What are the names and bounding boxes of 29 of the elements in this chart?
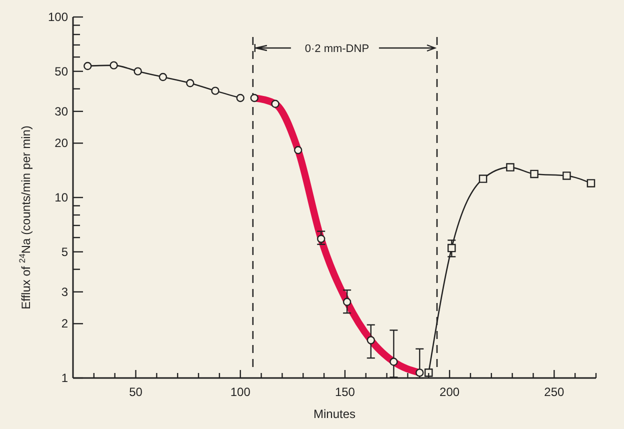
y-tick-label: 1 bbox=[61, 371, 68, 385]
y-tick-label: 100 bbox=[48, 10, 68, 24]
point bbox=[586, 179, 596, 188]
point bbox=[134, 67, 142, 76]
y-tick-label: 50 bbox=[54, 64, 68, 78]
point bbox=[158, 72, 168, 82]
point bbox=[506, 163, 514, 172]
point bbox=[186, 79, 194, 88]
annotation: 0·2 mm-DNP bbox=[304, 43, 370, 55]
x-tick-label: 200 bbox=[440, 385, 460, 399]
point bbox=[110, 61, 118, 70]
point bbox=[530, 170, 538, 178]
x-tick-label: 150 bbox=[334, 385, 356, 399]
x-tick-label: 250 bbox=[544, 385, 564, 399]
y-tick-label: 2 bbox=[61, 316, 68, 331]
point bbox=[236, 94, 244, 102]
point bbox=[562, 172, 571, 180]
y-tick-label: 3 bbox=[61, 284, 68, 299]
point bbox=[211, 86, 220, 95]
x-tick-label: 100 bbox=[230, 385, 251, 399]
x-axis-title: Minutes bbox=[313, 407, 356, 421]
point bbox=[448, 244, 456, 252]
x-tick-label: 50 bbox=[129, 385, 143, 399]
y-tick-label: 30 bbox=[54, 104, 68, 118]
point bbox=[84, 62, 92, 70]
y-tick-label: 20 bbox=[54, 136, 68, 150]
y-tick-label: 5 bbox=[61, 244, 68, 259]
y-tick-label: 10 bbox=[54, 190, 68, 204]
point bbox=[478, 174, 488, 183]
